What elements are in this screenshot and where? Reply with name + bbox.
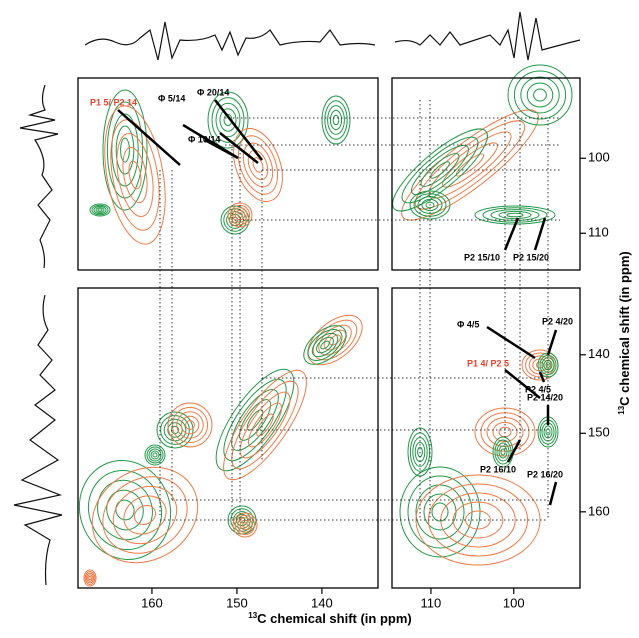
contour bbox=[534, 89, 547, 101]
contour bbox=[66, 448, 185, 573]
contour bbox=[499, 211, 531, 218]
annotation: P1 5/ P2 14 bbox=[90, 97, 137, 107]
contour bbox=[508, 65, 572, 125]
y-tick-label: 140 bbox=[588, 346, 610, 361]
annotation: Φ 20/14 bbox=[197, 87, 229, 97]
y-tick-label: 100 bbox=[588, 150, 610, 165]
contour bbox=[330, 110, 341, 129]
contour bbox=[306, 313, 364, 368]
x-axis-title: 13C chemical shift (in ppm) bbox=[248, 611, 411, 626]
x-tick-label: 100 bbox=[503, 595, 525, 610]
contours bbox=[66, 65, 572, 586]
contour bbox=[161, 416, 190, 445]
y-axis-title-text: C chemical shift (in ppm) bbox=[617, 251, 632, 406]
contour bbox=[333, 115, 339, 125]
contour bbox=[116, 126, 134, 174]
contour bbox=[322, 96, 350, 144]
x-axis-title-text: C chemical shift (in ppm) bbox=[257, 611, 412, 626]
annotation: P2 16/10 bbox=[480, 464, 516, 474]
x-tick-label: 110 bbox=[421, 595, 442, 610]
contour bbox=[153, 453, 157, 457]
contour bbox=[89, 576, 91, 579]
annotation: P2 4/20 bbox=[542, 316, 573, 326]
contour bbox=[394, 128, 486, 212]
contour bbox=[501, 449, 505, 455]
annotation: P2 16/20 bbox=[527, 469, 563, 479]
figure: 160 150 140 110 100 100 110 140 150 160 P1 5/ P2 … bbox=[0, 0, 639, 633]
contour bbox=[220, 109, 236, 131]
contour bbox=[89, 473, 160, 548]
annotation: Φ 5/14 bbox=[158, 93, 185, 103]
y-tick-label: 150 bbox=[588, 425, 610, 440]
contour bbox=[98, 209, 102, 211]
contour bbox=[382, 118, 497, 223]
contour bbox=[121, 138, 130, 162]
contour bbox=[405, 139, 474, 202]
contour bbox=[238, 139, 278, 191]
contour bbox=[75, 449, 215, 582]
pointers bbox=[118, 100, 556, 505]
contour bbox=[165, 400, 215, 450]
contour bbox=[101, 485, 149, 535]
contour bbox=[151, 451, 159, 459]
contour bbox=[231, 130, 285, 199]
contour bbox=[416, 485, 464, 539]
contour bbox=[131, 502, 159, 529]
y-tick-label: 160 bbox=[588, 503, 610, 518]
contour bbox=[221, 372, 309, 477]
y-tick-label: 110 bbox=[588, 225, 609, 240]
x-tick-label: 160 bbox=[141, 595, 163, 610]
annotation: Φ 10/14 bbox=[188, 134, 220, 144]
y-axis-title: 13C chemical shift (in ppm) bbox=[617, 251, 632, 414]
contour bbox=[408, 476, 472, 548]
contour bbox=[432, 503, 448, 521]
annotation: P2 15/10 bbox=[464, 252, 500, 262]
annotations: P1 5/ P2 14 Φ 5/14 Φ 20/14 Φ 10/14 P2 15… bbox=[90, 87, 573, 479]
contour bbox=[406, 109, 535, 220]
contour bbox=[325, 101, 347, 139]
contour bbox=[145, 445, 165, 465]
contour bbox=[103, 475, 187, 555]
annotation: Φ 4/5 bbox=[457, 319, 479, 329]
contour bbox=[507, 213, 523, 217]
annotation: P2 15/20 bbox=[513, 252, 549, 262]
contour bbox=[84, 570, 96, 586]
contour bbox=[389, 95, 550, 234]
annotation: P2 14/20 bbox=[527, 392, 563, 402]
contour bbox=[527, 83, 553, 107]
annotation: P1 4/ P2 5 bbox=[467, 358, 509, 368]
contour bbox=[521, 77, 559, 113]
x-tick-label: 140 bbox=[311, 595, 333, 610]
x-tick-label: 150 bbox=[226, 595, 248, 610]
contour bbox=[203, 358, 308, 482]
contour bbox=[90, 204, 110, 216]
